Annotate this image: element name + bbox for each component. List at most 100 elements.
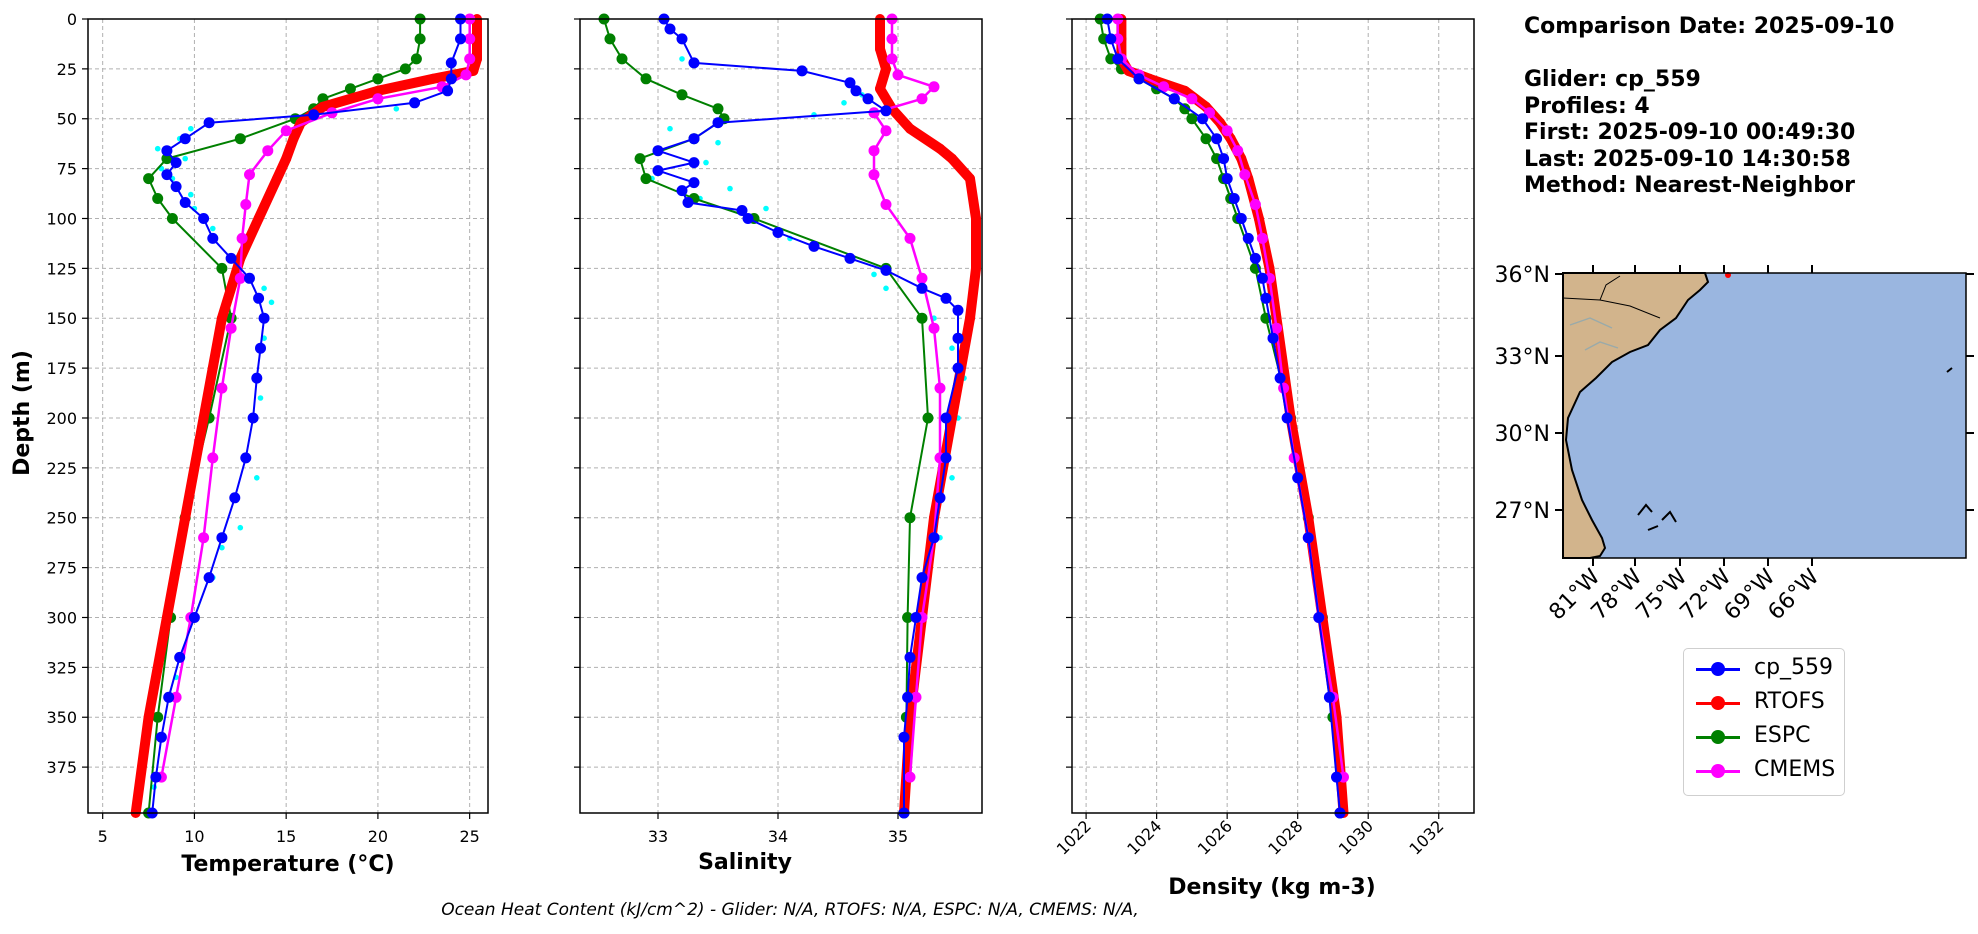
- lon-tick-label: 66°W: [1764, 564, 1825, 625]
- series-cp-559: [1101, 13, 1346, 819]
- data-point: [634, 153, 646, 165]
- data-point: [727, 185, 733, 192]
- glider-name: Glider: cp_559: [1524, 67, 1701, 92]
- data-point: [1271, 322, 1282, 334]
- series-rtofs: [1116, 14, 1349, 818]
- y-tick-label: 75: [57, 160, 77, 179]
- data-point: [240, 452, 252, 464]
- x-tick-label: 20: [368, 827, 388, 846]
- x-tick-label: 1024: [1123, 816, 1165, 858]
- data-point: [898, 731, 910, 743]
- y-tick-label: 50: [57, 110, 77, 129]
- data-point: [244, 272, 255, 284]
- series-cp-559: [146, 13, 466, 819]
- data-point: [251, 372, 263, 384]
- data-point: [688, 177, 700, 189]
- data-point: [188, 191, 194, 198]
- data-point: [216, 532, 228, 544]
- series-line: [603, 18, 929, 814]
- legend-marker: [1711, 764, 1725, 778]
- data-point: [1179, 85, 1190, 96]
- data-point: [664, 23, 676, 35]
- data-point: [844, 77, 856, 89]
- data-point: [179, 133, 191, 145]
- data-point: [971, 263, 981, 274]
- xlabel-temperature: Temperature (°C): [181, 852, 394, 877]
- data-point: [261, 285, 267, 292]
- data-point: [742, 213, 754, 224]
- data-point: [234, 133, 246, 145]
- data-point: [210, 225, 216, 232]
- data-point: [198, 413, 209, 423]
- data-point: [207, 452, 219, 464]
- data-point: [229, 492, 241, 504]
- data-point: [1197, 113, 1208, 125]
- data-point: [949, 345, 955, 352]
- data-point: [652, 165, 664, 177]
- data-point: [916, 93, 928, 105]
- data-point: [203, 117, 215, 129]
- data-point: [736, 205, 748, 216]
- data-point: [445, 57, 457, 69]
- data-point: [442, 85, 454, 97]
- lat-tick-label: 27°N: [1495, 499, 1550, 524]
- data-point: [916, 312, 928, 324]
- data-point: [143, 712, 154, 723]
- data-point: [949, 475, 955, 481]
- series-espc: [1094, 13, 1346, 819]
- info-spacer: [1524, 41, 1894, 68]
- data-point: [1221, 125, 1233, 137]
- data-point: [940, 452, 952, 464]
- location-map: 36°N33°N30°N27°N81°W78°W75°W72°W69°W66°W: [1495, 263, 1974, 625]
- data-point: [667, 125, 673, 132]
- data-point: [1218, 153, 1230, 165]
- data-point: [862, 93, 874, 105]
- lat-tick-label: 30°N: [1495, 422, 1550, 447]
- data-point: [258, 312, 270, 324]
- data-point: [886, 33, 898, 45]
- data-point: [940, 292, 952, 304]
- data-point: [880, 264, 892, 276]
- data-point: [216, 313, 227, 324]
- data-point: [934, 492, 946, 504]
- data-point: [308, 109, 320, 121]
- series-cp-559: [652, 13, 964, 819]
- legend: cp_559 RTOFS ESPC CMEMS: [1683, 648, 1845, 796]
- data-point: [1186, 113, 1198, 125]
- data-point: [886, 53, 898, 65]
- data-point: [216, 262, 228, 274]
- data-point: [715, 139, 721, 146]
- data-point: [688, 157, 700, 169]
- data-point: [682, 197, 694, 208]
- legend-marker: [1711, 696, 1725, 710]
- data-point: [255, 342, 266, 354]
- data-point: [676, 185, 688, 197]
- method: Method: Nearest-Neighbor: [1524, 173, 1855, 198]
- data-point: [240, 199, 252, 210]
- y-tick-label: 275: [46, 559, 77, 578]
- data-point: [236, 232, 248, 244]
- data-point: [203, 572, 215, 584]
- data-point: [161, 145, 173, 157]
- y-tick-label: 375: [46, 758, 77, 777]
- y-tick-label: 0: [67, 10, 77, 29]
- data-point: [237, 524, 244, 531]
- comparison-date: Comparison Date: 2025-09-10: [1524, 14, 1895, 39]
- data-point: [902, 691, 914, 703]
- xlabel-salinity: Salinity: [698, 850, 792, 875]
- y-tick-label: 325: [46, 658, 77, 677]
- data-point: [1278, 382, 1290, 394]
- x-tick-label: 1032: [1405, 816, 1447, 858]
- lat-tick-label: 33°N: [1495, 345, 1550, 370]
- map-islands: [1637, 503, 1677, 531]
- map-land: [1562, 272, 1710, 559]
- data-point: [922, 412, 934, 424]
- data-point: [1260, 292, 1272, 304]
- x-tick-label: 1026: [1194, 816, 1236, 858]
- data-point: [703, 159, 709, 166]
- data-point: [1274, 372, 1286, 384]
- first-time: First: 2025-09-10 00:49:30: [1524, 120, 1856, 145]
- data-point: [892, 69, 904, 81]
- data-point: [155, 731, 167, 743]
- data-point: [272, 173, 282, 184]
